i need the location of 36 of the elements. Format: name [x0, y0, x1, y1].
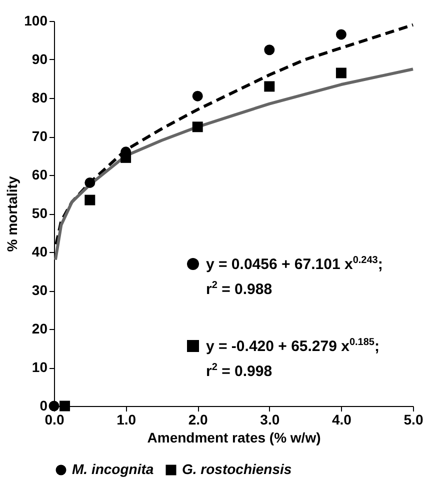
- point: [264, 81, 275, 92]
- x-axis-title: Amendment rates (% w/w): [147, 430, 321, 446]
- point: [264, 44, 275, 56]
- y-tick-label: 0: [40, 398, 48, 414]
- point: [192, 122, 203, 132]
- y-tick-label: 50: [32, 205, 48, 221]
- x-tick-label: 0.0: [44, 412, 64, 428]
- annotation: r$^{2}$ = 0.998: [206, 362, 272, 380]
- point: [120, 152, 132, 163]
- y-tick-label: 60: [32, 166, 48, 182]
- y-tick-label: 100: [24, 12, 48, 28]
- annotation: y = 0.0456 + 67.101 x$^{0.243}$;: [206, 255, 383, 273]
- x-tick-label: 1.0: [116, 412, 136, 428]
- y-axis-title: % mortality: [4, 176, 20, 252]
- x-tick-label: 2.0: [188, 412, 208, 428]
- y-tick-label: 40: [32, 244, 48, 260]
- x-tick-label: 4.0: [332, 412, 352, 428]
- y-tick-label: 30: [32, 282, 48, 298]
- point: [48, 400, 60, 412]
- point: [192, 90, 203, 102]
- x-tick-label: 3.0: [260, 412, 280, 428]
- annotation: y = -0.420 + 65.279 x$^{0.185}$;: [206, 337, 380, 355]
- y-tick-label: 10: [32, 359, 48, 375]
- point: [336, 29, 346, 40]
- y-tick-label: 80: [32, 90, 48, 106]
- y-tick-label: 20: [32, 320, 48, 336]
- point: [84, 177, 96, 188]
- x-tick-label: 5.0: [404, 412, 424, 428]
- annotation: r$^{2}$ = 0.988: [206, 280, 272, 298]
- point: [336, 68, 346, 78]
- y-tick-label: 70: [32, 128, 48, 144]
- point: [84, 194, 96, 206]
- y-tick-label: 90: [32, 51, 48, 67]
- legend-label: M. incognita: [72, 461, 154, 477]
- point: [60, 400, 70, 412]
- legend-label: G. rostochiensis: [182, 461, 292, 477]
